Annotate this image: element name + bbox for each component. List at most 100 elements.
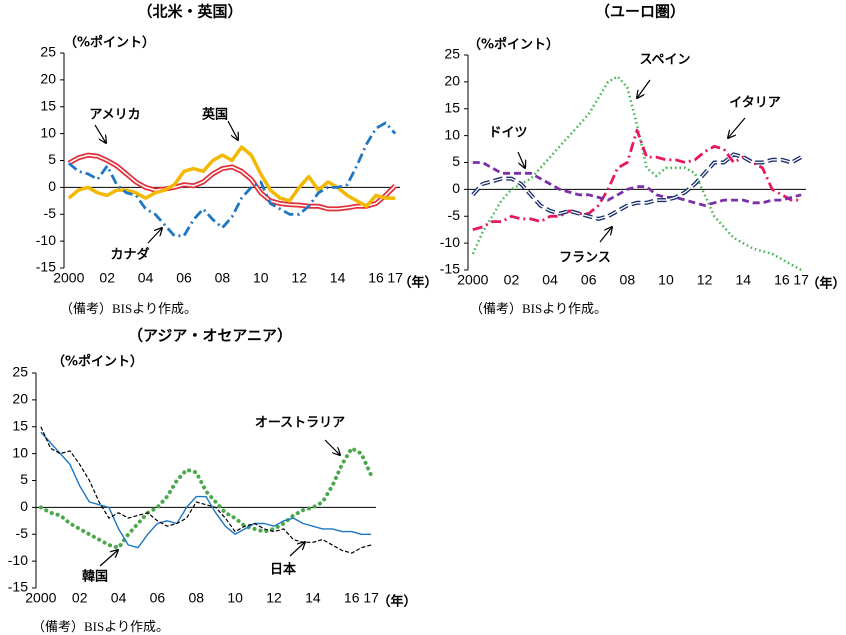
y-tick-label: 10 bbox=[12, 444, 28, 460]
series-line bbox=[67, 145, 396, 208]
annotation-arrow bbox=[599, 227, 612, 243]
annotation-arrow bbox=[147, 228, 162, 244]
x-tick-label: 16 bbox=[774, 272, 790, 288]
annotation-arrow bbox=[94, 124, 106, 143]
x-tick-label: 06 bbox=[581, 272, 597, 288]
chart-title: （アジア・オセアニア） bbox=[128, 327, 292, 345]
chart-title: （北米・英国） bbox=[137, 3, 242, 21]
y-tick-label: 15 bbox=[40, 97, 56, 113]
y-tick-label: -10 bbox=[36, 232, 56, 248]
x-tick-label: 02 bbox=[99, 270, 115, 286]
note: （備考）BISより作成。 bbox=[60, 301, 197, 316]
series-label: 英国 bbox=[201, 107, 228, 123]
series-line-inner bbox=[472, 153, 802, 220]
y-tick-label: 25 bbox=[444, 46, 460, 62]
chart-title: （ユーロ圏） bbox=[595, 3, 685, 21]
annotation-arrow bbox=[99, 550, 118, 567]
y-tick-label: 10 bbox=[40, 124, 56, 140]
y-tick-label: 15 bbox=[12, 417, 28, 433]
series-line bbox=[67, 152, 397, 212]
x-tick-label: 17 bbox=[793, 272, 809, 288]
series-label: 日本 bbox=[270, 562, 296, 578]
x-tick-label: 12 bbox=[697, 272, 713, 288]
series-line-inner bbox=[68, 154, 396, 210]
y-tick-label: 20 bbox=[12, 391, 28, 407]
y-tick-label: 10 bbox=[444, 126, 460, 142]
y-tick-label: -5 bbox=[44, 205, 57, 221]
x-tick-label: 10 bbox=[253, 270, 269, 286]
y-tick-label: 25 bbox=[12, 364, 28, 380]
x-tick-label: 16 bbox=[344, 590, 360, 606]
x-tick-label: 02 bbox=[504, 272, 520, 288]
annotation-arrow bbox=[637, 79, 651, 98]
series-label: イタリア bbox=[729, 96, 780, 111]
x-tick-label: 06 bbox=[176, 270, 192, 286]
y-tick-label: 15 bbox=[444, 99, 460, 115]
x-tick-label: 2000 bbox=[25, 590, 56, 606]
x-tick-label: 12 bbox=[266, 590, 282, 606]
series-line bbox=[472, 128, 802, 232]
series-label: アメリカ bbox=[89, 108, 140, 123]
series-label: オーストラリア bbox=[255, 416, 345, 431]
x-tick-label: 04 bbox=[542, 272, 558, 288]
x-tick-label: 2000 bbox=[53, 270, 84, 286]
y-tick-label: -15 bbox=[36, 259, 56, 275]
y-tick-label: -5 bbox=[448, 207, 461, 223]
x-tick-label: 10 bbox=[658, 272, 674, 288]
y-tick-label: -15 bbox=[440, 261, 460, 277]
y-tick-label: 0 bbox=[20, 498, 28, 514]
y-tick-label: 5 bbox=[20, 471, 28, 487]
x-axis-label: （年） bbox=[806, 276, 845, 292]
x-tick-label: 14 bbox=[330, 270, 346, 286]
note: （備考）BISより作成。 bbox=[32, 619, 169, 634]
series-label: 韓国 bbox=[82, 569, 108, 585]
y-tick-label: -10 bbox=[440, 234, 460, 250]
x-tick-label: 2000 bbox=[457, 272, 488, 288]
note: （備考）BISより作成。 bbox=[470, 301, 607, 316]
series-line bbox=[471, 152, 803, 221]
series-line bbox=[40, 426, 372, 554]
x-tick-label: 17 bbox=[363, 590, 379, 606]
x-tick-label: 12 bbox=[291, 270, 307, 286]
x-tick-label: 04 bbox=[138, 270, 154, 286]
annotation-arrow bbox=[324, 439, 340, 455]
annotation-arrow bbox=[728, 117, 746, 138]
y-tick-label: 5 bbox=[48, 151, 56, 167]
series-line bbox=[67, 121, 397, 238]
x-tick-label: 06 bbox=[150, 590, 166, 606]
y-tick-label: -5 bbox=[16, 525, 29, 541]
y-tick-label: -10 bbox=[8, 552, 28, 568]
y-tick-label: 25 bbox=[40, 44, 56, 60]
series-line bbox=[40, 431, 372, 549]
x-tick-label: 14 bbox=[305, 590, 321, 606]
x-axis-label: （年） bbox=[377, 594, 416, 610]
y-axis-label: （%ポイント） bbox=[468, 37, 559, 53]
x-tick-label: 08 bbox=[215, 270, 231, 286]
y-tick-label: 20 bbox=[444, 73, 460, 89]
x-tick-label: 17 bbox=[387, 270, 403, 286]
annotation-arrow bbox=[227, 120, 238, 140]
annotation-arrow bbox=[289, 542, 305, 557]
series-line bbox=[38, 446, 374, 550]
x-tick-label: 14 bbox=[735, 272, 751, 288]
y-tick-label: 20 bbox=[40, 71, 56, 87]
series-label: フランス bbox=[559, 251, 611, 266]
x-tick-label: 10 bbox=[227, 590, 243, 606]
series-line bbox=[472, 161, 802, 207]
x-axis-label: （年） bbox=[398, 275, 437, 291]
series-label: カナダ bbox=[110, 247, 149, 263]
annotation-arrow bbox=[517, 151, 525, 168]
x-tick-label: 08 bbox=[620, 272, 636, 288]
series-label: スペイン bbox=[639, 53, 690, 68]
y-tick-label: 5 bbox=[452, 153, 460, 169]
y-tick-label: 0 bbox=[452, 180, 460, 196]
x-tick-label: 04 bbox=[111, 590, 127, 606]
x-tick-label: 02 bbox=[72, 590, 88, 606]
x-tick-label: 08 bbox=[188, 590, 204, 606]
y-axis-label: （%ポイント） bbox=[52, 354, 143, 370]
x-tick-label: 16 bbox=[368, 270, 384, 286]
series-label: ドイツ bbox=[488, 126, 527, 141]
y-tick-label: -15 bbox=[8, 579, 28, 595]
